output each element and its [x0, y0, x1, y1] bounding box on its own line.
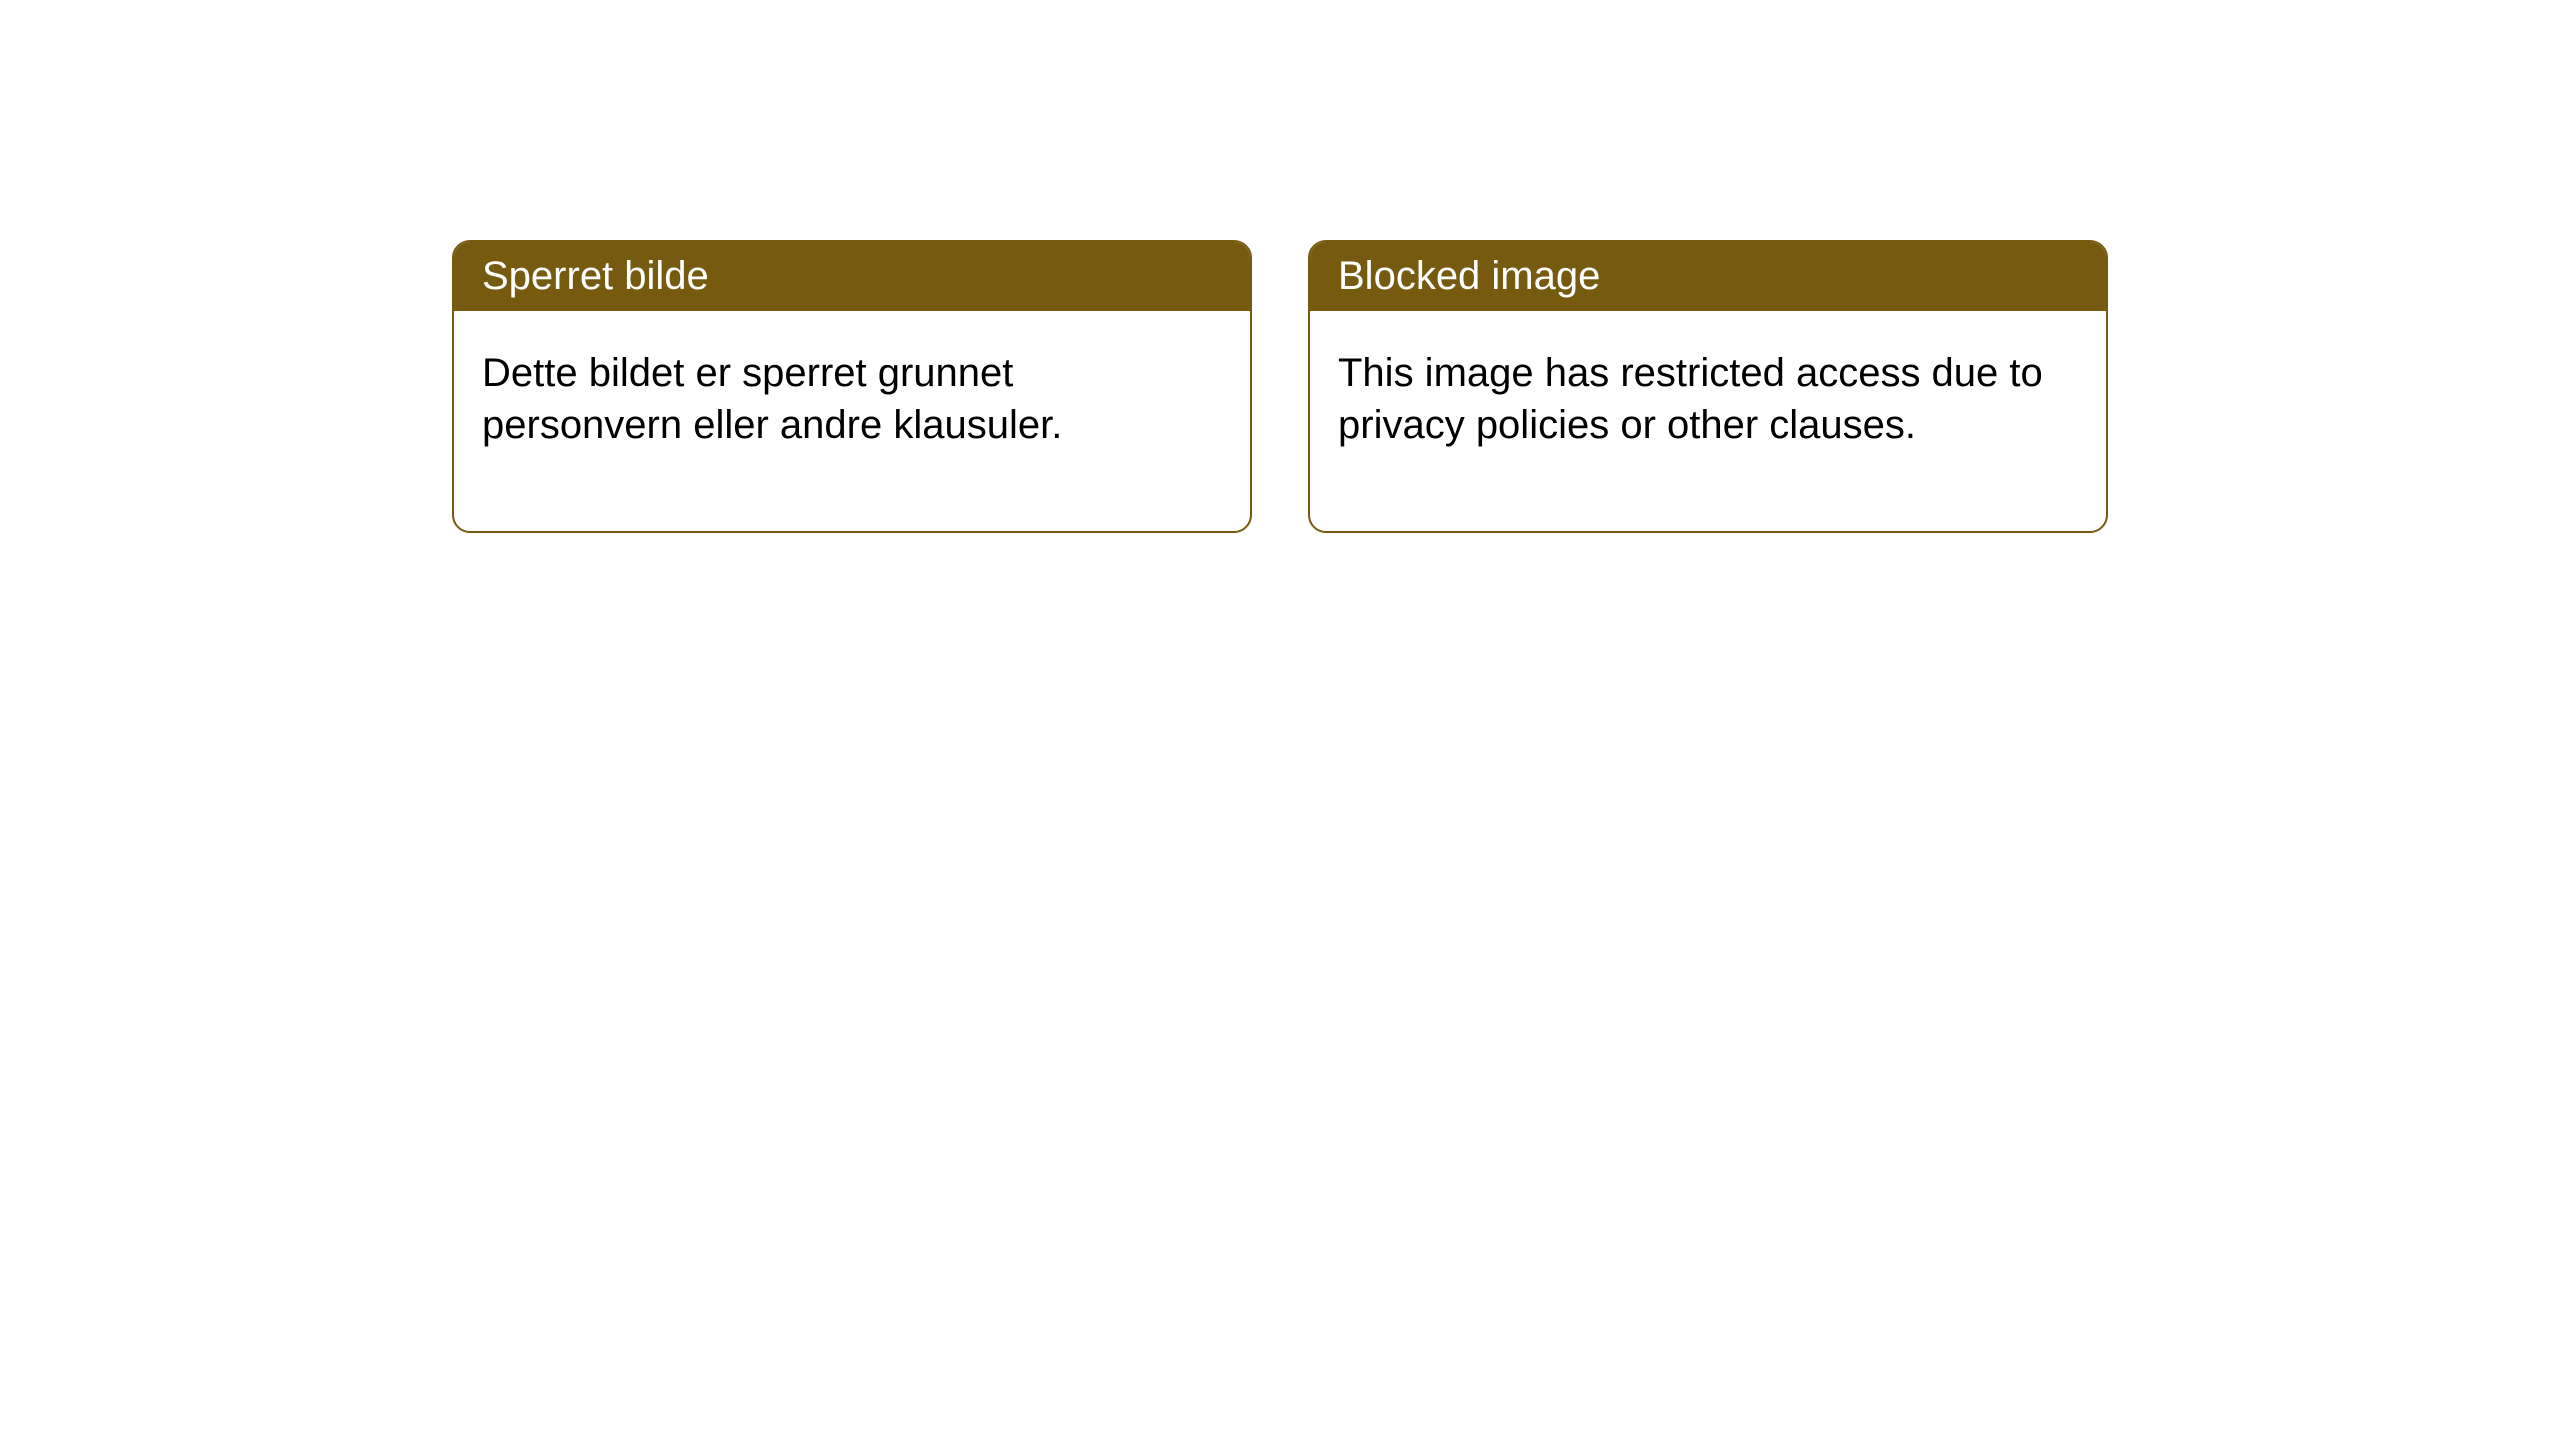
card-header: Sperret bilde — [454, 242, 1250, 311]
card-body: Dette bildet er sperret grunnet personve… — [454, 311, 1250, 531]
card-title: Blocked image — [1338, 254, 1600, 298]
card-body: This image has restricted access due to … — [1310, 311, 2106, 531]
card-english: Blocked image This image has restricted … — [1308, 240, 2108, 533]
card-header: Blocked image — [1310, 242, 2106, 311]
cards-container: Sperret bilde Dette bildet er sperret gr… — [452, 240, 2108, 533]
card-norwegian: Sperret bilde Dette bildet er sperret gr… — [452, 240, 1252, 533]
card-body-text: Dette bildet er sperret grunnet personve… — [482, 351, 1062, 447]
card-body-text: This image has restricted access due to … — [1338, 351, 2043, 447]
card-title: Sperret bilde — [482, 254, 709, 298]
